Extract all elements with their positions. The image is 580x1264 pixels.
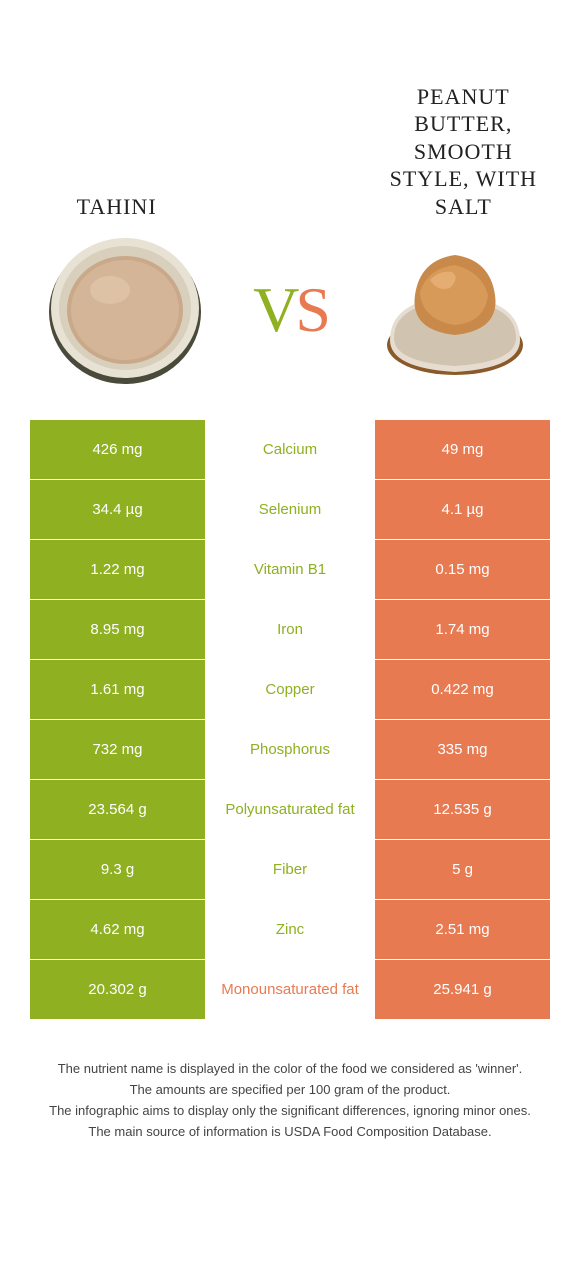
left-title: TAHINI: [77, 193, 157, 221]
table-row: 4.62 mgZinc2.51 mg: [30, 900, 550, 960]
left-value: 23.564 g: [30, 780, 205, 839]
footnote-line: The infographic aims to display only the…: [30, 1102, 550, 1121]
left-value: 9.3 g: [30, 840, 205, 899]
right-value: 5 g: [375, 840, 550, 899]
table-row: 1.61 mgCopper0.422 mg: [30, 660, 550, 720]
left-value: 34.4 µg: [30, 480, 205, 539]
nutrient-label: Copper: [205, 660, 375, 719]
left-value: 1.61 mg: [30, 660, 205, 719]
peanut-butter-icon: [380, 240, 530, 380]
nutrient-label: Selenium: [205, 480, 375, 539]
image-row: VS: [0, 220, 580, 420]
right-value: 49 mg: [375, 420, 550, 479]
nutrient-label: Polyunsaturated fat: [205, 780, 375, 839]
left-value: 1.22 mg: [30, 540, 205, 599]
nutrient-label: Iron: [205, 600, 375, 659]
left-value: 426 mg: [30, 420, 205, 479]
right-title: PEANUT BUTTER, SMOOTH STYLE, WITH SALT: [377, 83, 550, 221]
footnote-line: The amounts are specified per 100 gram o…: [30, 1081, 550, 1100]
tahini-icon: [45, 230, 205, 390]
nutrient-label: Monounsaturated fat: [205, 960, 375, 1019]
nutrient-label: Fiber: [205, 840, 375, 899]
table-row: 732 mgPhosphorus335 mg: [30, 720, 550, 780]
nutrient-label: Phosphorus: [205, 720, 375, 779]
left-value: 4.62 mg: [30, 900, 205, 959]
table-row: 20.302 gMonounsaturated fat25.941 g: [30, 960, 550, 1020]
nutrient-label: Zinc: [205, 900, 375, 959]
comparison-table: 426 mgCalcium49 mg34.4 µgSelenium4.1 µg1…: [30, 420, 550, 1020]
right-value: 12.535 g: [375, 780, 550, 839]
footnote-line: The nutrient name is displayed in the co…: [30, 1060, 550, 1079]
table-row: 1.22 mgVitamin B10.15 mg: [30, 540, 550, 600]
left-column-header: TAHINI: [30, 20, 203, 220]
vs-label: VS: [220, 240, 360, 380]
footnote-line: The main source of information is USDA F…: [30, 1123, 550, 1142]
right-column-header: PEANUT BUTTER, SMOOTH STYLE, WITH SALT: [377, 20, 550, 220]
right-value: 335 mg: [375, 720, 550, 779]
vs-s: S: [295, 273, 327, 347]
vs-v: V: [253, 273, 295, 347]
right-value: 4.1 µg: [375, 480, 550, 539]
footnotes: The nutrient name is displayed in the co…: [30, 1060, 550, 1141]
left-image: [30, 230, 220, 390]
left-value: 20.302 g: [30, 960, 205, 1019]
left-value: 8.95 mg: [30, 600, 205, 659]
table-row: 426 mgCalcium49 mg: [30, 420, 550, 480]
right-value: 0.15 mg: [375, 540, 550, 599]
table-row: 23.564 gPolyunsaturated fat12.535 g: [30, 780, 550, 840]
table-row: 8.95 mgIron1.74 mg: [30, 600, 550, 660]
table-row: 34.4 µgSelenium4.1 µg: [30, 480, 550, 540]
right-value: 1.74 mg: [375, 600, 550, 659]
nutrient-label: Calcium: [205, 420, 375, 479]
nutrient-label: Vitamin B1: [205, 540, 375, 599]
right-value: 2.51 mg: [375, 900, 550, 959]
right-image: [360, 240, 550, 380]
left-value: 732 mg: [30, 720, 205, 779]
right-value: 25.941 g: [375, 960, 550, 1019]
right-value: 0.422 mg: [375, 660, 550, 719]
header: TAHINI PEANUT BUTTER, SMOOTH STYLE, WITH…: [0, 0, 580, 220]
vs-spacer: [203, 20, 376, 220]
table-row: 9.3 gFiber5 g: [30, 840, 550, 900]
